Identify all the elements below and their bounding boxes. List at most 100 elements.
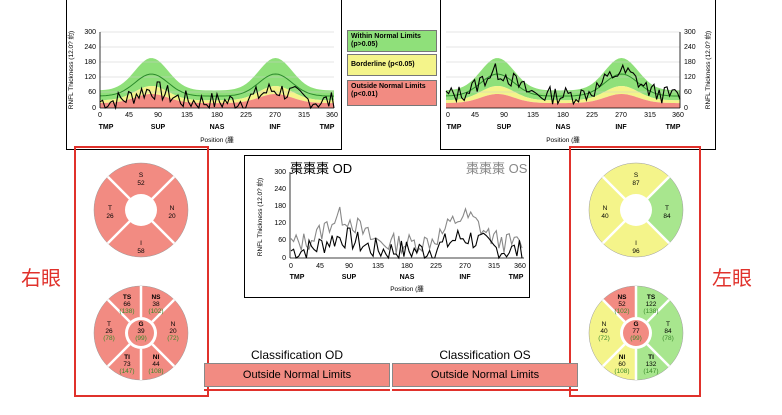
od-s-t-label: T <box>107 321 111 328</box>
ytick-60: 60 <box>278 237 286 244</box>
os-q-i-value: 96 <box>632 248 640 255</box>
region-tmp-left: TMP <box>290 274 305 281</box>
xtick-270: 270 <box>459 263 471 270</box>
y-axis-label: RNFL Thickness (12.0? 約) <box>255 178 264 256</box>
legend-borderline-label: Borderline (p<0.05) <box>351 61 415 68</box>
xtick-360: 360 <box>672 112 684 119</box>
od-measured-line <box>99 81 335 111</box>
region-nas: NAS <box>400 274 415 281</box>
region-tmp-right: TMP <box>509 274 524 281</box>
od-s-ts-value: 66 <box>123 301 131 308</box>
od-s-ts-ref: (138) <box>119 308 134 315</box>
legend-outside: Outside Normal Limits (p<0.01) <box>347 80 437 106</box>
os-quadrant-pie: S 87 N 40 T 84 I 96 <box>588 162 684 258</box>
legend-within-label: Within Normal Limits (p>0.05) <box>351 33 421 48</box>
os-s-ns-label: NS <box>617 294 627 301</box>
od-s-ns-label: NS <box>151 294 161 301</box>
od-s-ni-value: 44 <box>152 361 160 368</box>
compare-os-title: 棗棗棗 OS <box>466 161 528 176</box>
od-s-ni-ref: (108) <box>148 368 163 375</box>
classification-os-title: Classification OS <box>439 348 531 362</box>
od-q-t-value: 26 <box>106 213 114 220</box>
ytick-180: 180 <box>684 59 696 66</box>
od-s-ti-ref: (147) <box>119 368 134 375</box>
xtick-270: 270 <box>269 112 281 119</box>
os-q-n-label: N <box>603 205 608 212</box>
od-s-ts-label: TS <box>123 294 132 301</box>
os-s-g-label: G <box>633 321 638 328</box>
classification-os-bar: Outside Normal Limits <box>392 363 578 387</box>
os-q-s-value: 87 <box>632 180 640 187</box>
od-q-i-label: I <box>140 240 142 247</box>
xtick-45: 45 <box>125 112 133 119</box>
os-s-ts-ref: (138) <box>643 308 658 315</box>
od-s-t-value: 26 <box>105 328 113 335</box>
x-axis-label: Position (腫 <box>546 135 580 144</box>
ytick-300: 300 <box>84 29 96 36</box>
region-tmp-right: TMP <box>666 124 681 131</box>
xtick-225: 225 <box>586 112 598 119</box>
xtick-315: 315 <box>488 263 500 270</box>
os-s-ns-ref: (102) <box>614 308 629 315</box>
od-q-i-value: 58 <box>137 248 145 255</box>
os-s-t-label: T <box>666 321 670 328</box>
ytick-60: 60 <box>684 89 692 96</box>
od-s-n-label: N <box>171 321 176 328</box>
os-s-ni-label: NI <box>619 354 626 361</box>
od-tsnit-chart: 300 240 180 120 60 0 RNFL Thickness (12.… <box>66 29 338 144</box>
legend-outside-label: Outside Normal Limits (p<0.01) <box>351 83 426 98</box>
od-q-s-value: 52 <box>137 180 145 187</box>
os-q-t-label: T <box>665 205 669 212</box>
region-nas: NAS <box>556 124 571 131</box>
xtick-180: 180 <box>401 263 413 270</box>
os-q-i-label: I <box>635 240 637 247</box>
xtick-45: 45 <box>316 263 324 270</box>
od-q-n-value: 20 <box>168 213 176 220</box>
xtick-315: 315 <box>644 112 656 119</box>
od-s-n-ref: (72) <box>167 335 179 342</box>
od-sector-pie: TS 66 (138) NS 38 (102) T 26 (78) G 39 (… <box>93 285 189 381</box>
od-s-ns-value: 38 <box>152 301 160 308</box>
os-panel-bottom-border <box>440 149 716 150</box>
os-q-t-value: 84 <box>663 213 671 220</box>
xtick-0: 0 <box>98 112 102 119</box>
od-s-ni-label: NI <box>153 354 160 361</box>
comparison-panel <box>244 155 530 298</box>
od-s-g-label: G <box>138 321 143 328</box>
region-nas: NAS <box>210 124 225 131</box>
ytick-120: 120 <box>84 74 96 81</box>
xtick-135: 135 <box>372 263 384 270</box>
region-sup: SUP <box>497 124 512 131</box>
compare-os-line <box>290 206 523 255</box>
xtick-225: 225 <box>240 112 252 119</box>
region-tmp-left: TMP <box>447 124 462 131</box>
compare-od-title: 棗棗棗 OD <box>290 161 352 176</box>
y-axis-label: RNFL Thickness (12.0? 約) <box>703 31 712 109</box>
os-s-n-value: 40 <box>600 328 608 335</box>
xtick-225: 225 <box>430 263 442 270</box>
xtick-90: 90 <box>154 112 162 119</box>
legend-within: Within Normal Limits (p>0.05) <box>347 30 437 52</box>
region-sup: SUP <box>342 274 357 281</box>
ytick-300: 300 <box>684 29 696 36</box>
os-s-g-ref: (99) <box>630 335 642 342</box>
ytick-120: 120 <box>684 74 696 81</box>
od-eye-label: 右眼 <box>21 266 61 290</box>
x-axis-label: Position (腫 <box>390 284 424 293</box>
ytick-240: 240 <box>84 44 96 51</box>
os-s-ts-value: 122 <box>646 301 657 308</box>
ytick-0: 0 <box>684 105 688 112</box>
os-s-n-ref: (72) <box>598 335 610 342</box>
os-s-g-value: 77 <box>632 328 640 335</box>
od-s-ti-label: TI <box>124 354 130 361</box>
os-s-ti-label: TI <box>648 354 654 361</box>
od-s-t-ref: (78) <box>103 335 115 342</box>
os-s-ti-ref: (147) <box>643 368 658 375</box>
xtick-360: 360 <box>326 112 338 119</box>
os-s-ti-value: 132 <box>646 361 657 368</box>
xtick-135: 135 <box>527 112 539 119</box>
os-panel-right-border <box>715 0 716 150</box>
xtick-360: 360 <box>514 263 526 270</box>
os-measured-line <box>445 63 681 106</box>
od-s-n-value: 20 <box>169 328 177 335</box>
